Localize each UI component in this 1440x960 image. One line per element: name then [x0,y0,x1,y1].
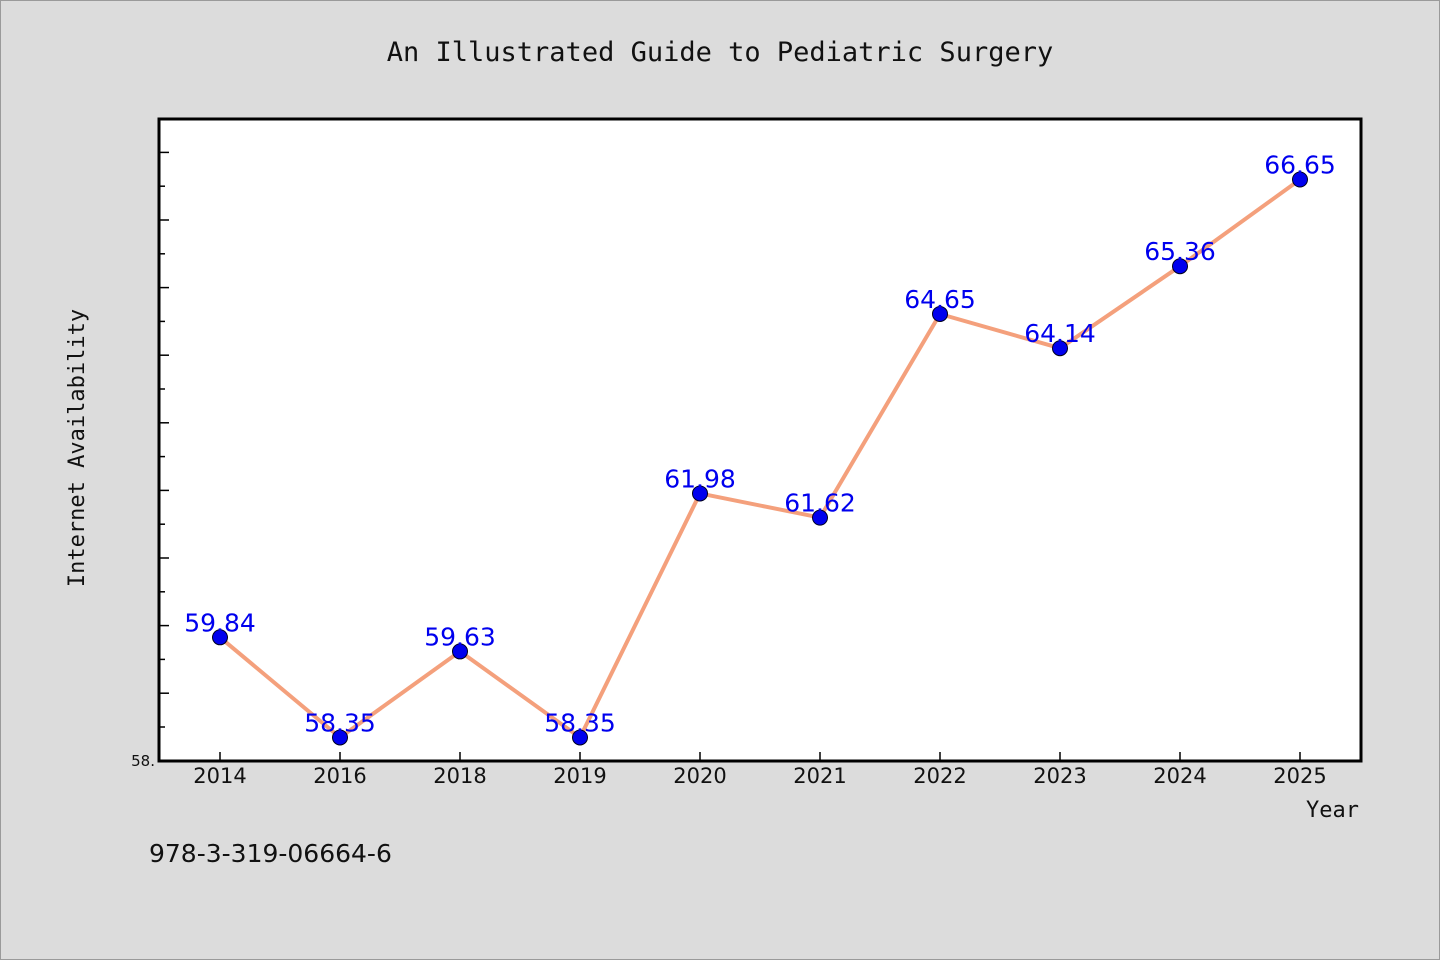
data-label: 64.65 [904,285,976,314]
data-label: 61.62 [784,489,856,518]
data-point [1172,258,1188,275]
data-point [692,485,708,502]
x-tick-label: 2020 [673,764,726,788]
x-tick-label: 2023 [1033,764,1086,788]
y-tick-label: 58. [131,752,155,770]
data-point [332,729,348,746]
x-tick-label: 2021 [793,764,846,788]
x-tick-label: 2024 [1153,764,1206,788]
isbn-footer: 978-3-319-06664-6 [149,839,392,868]
x-tick-label: 2018 [433,764,486,788]
x-axis-tick-labels: 2014 2016 2018 2019 2020 2021 2022 2023 2024 2025 [193,764,1326,788]
data-label: 59.63 [424,622,496,651]
data-label: 64.14 [1024,319,1096,348]
y-axis-label: Internet Availability [65,309,90,587]
data-label: 65.36 [1144,237,1216,266]
x-axis-ticks [219,752,1301,761]
x-tick-label: 2016 [313,764,366,788]
data-label: 59.84 [184,608,256,637]
x-tick-label: 2014 [193,764,246,788]
plot-area [157,117,1363,763]
data-point [212,629,228,646]
data-label: 58.35 [304,708,376,737]
x-tick-label: 2022 [913,764,966,788]
data-point [1052,340,1068,357]
x-axis-label: Year [1306,798,1359,823]
x-tick-label: 2025 [1273,764,1326,788]
data-point [812,509,828,526]
data-label: 66.65 [1264,151,1336,180]
data-point [572,729,588,746]
x-tick-label: 2019 [553,764,606,788]
series-line [218,177,1302,740]
data-point [932,305,948,322]
data-point [452,643,468,660]
data-label: 58.35 [544,708,616,737]
data-point [1292,171,1308,188]
chart-title: An Illustrated Guide to Pediatric Surger… [387,37,1053,68]
data-label: 61.98 [664,464,736,493]
y-axis-ticks [159,151,169,728]
series-markers [212,171,1308,746]
data-labels: 59.84 58.35 59.63 58.35 61.98 61.62 64.65 64.14… [184,151,1336,738]
